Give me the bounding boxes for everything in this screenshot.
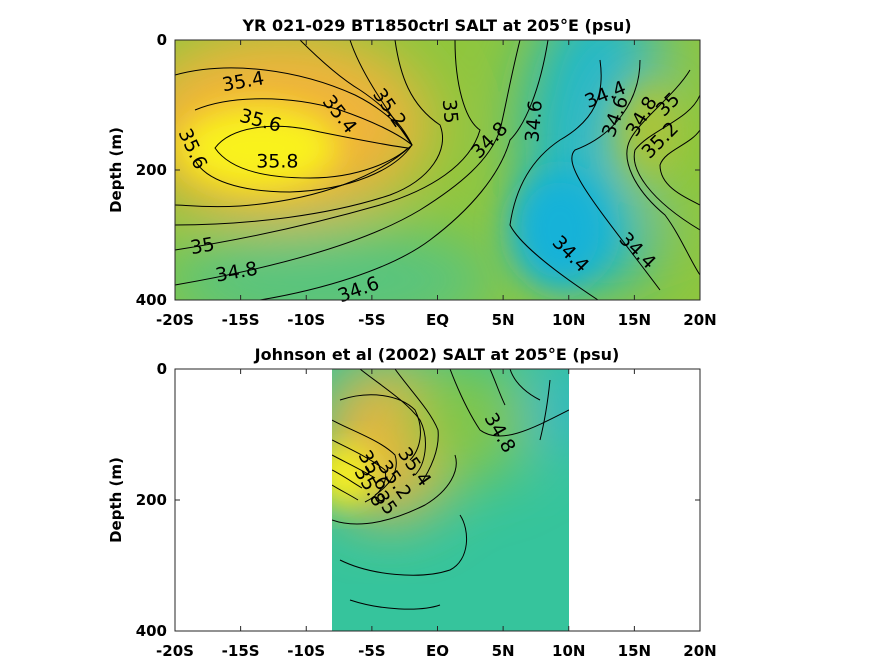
- top-y-tick-label: 200: [136, 161, 167, 179]
- bottom-panel: Johnson et al (2002) SALT at 205°E (psu): [107, 345, 717, 656]
- bottom-x-tick-label: 20N: [683, 642, 716, 656]
- bottom-x-axis: -20S -15S -10S -5S EQ 5N 10N 15N 20N: [156, 369, 717, 656]
- bottom-contour-lines: [332, 369, 569, 610]
- bottom-y-tick-label: 200: [136, 491, 167, 509]
- top-chart-title: YR 021-029 BT1850ctrl SALT at 205°E (psu…: [241, 16, 631, 35]
- top-heatmap: [175, 40, 700, 300]
- top-x-tick-label: -20S: [156, 311, 194, 329]
- top-x-tick-label: 5N: [492, 311, 515, 329]
- top-x-tick-label: 20N: [683, 311, 716, 329]
- top-y-axis: 0 200 400: [136, 31, 700, 309]
- top-x-axis: -20S -15S -10S -5S EQ 5N 10N 15N 20N: [156, 40, 717, 329]
- bottom-x-tick-label: EQ: [426, 642, 449, 656]
- bottom-y-tick-label: 0: [157, 360, 167, 378]
- top-x-tick-label: 15N: [618, 311, 651, 329]
- top-x-tick-label: -5S: [358, 311, 385, 329]
- bottom-x-tick-label: -20S: [156, 642, 194, 656]
- bottom-x-tick-label: 5N: [492, 642, 515, 656]
- bottom-chart-title: Johnson et al (2002) SALT at 205°E (psu): [254, 345, 620, 364]
- bottom-x-tick-label: -5S: [358, 642, 385, 656]
- top-y-tick-label: 400: [136, 291, 167, 309]
- bottom-x-tick-label: 10N: [552, 642, 585, 656]
- top-x-tick-label: EQ: [426, 311, 449, 329]
- top-x-tick-label: 10N: [552, 311, 585, 329]
- top-y-tick-label: 0: [157, 31, 167, 49]
- top-x-tick-label: -10S: [287, 311, 325, 329]
- bottom-y-axis: 0 200 400: [136, 360, 700, 640]
- bottom-y-axis-label: Depth (m): [107, 457, 125, 543]
- bottom-heatmap: [332, 369, 569, 631]
- top-contour-label: 35: [438, 98, 462, 124]
- bottom-x-tick-label: 15N: [618, 642, 651, 656]
- top-contour-label: 35.8: [256, 151, 298, 173]
- top-x-tick-label: -15S: [222, 311, 260, 329]
- top-contour-label: 34.6: [521, 99, 547, 143]
- top-y-axis-label: Depth (m): [107, 127, 125, 213]
- top-contour-label: 35: [189, 233, 217, 259]
- bottom-y-tick-label: 400: [136, 622, 167, 640]
- top-panel: YR 021-029 BT1850ctrl SALT at 205°E (psu…: [107, 16, 717, 329]
- top-contour-lines: [175, 40, 700, 300]
- bottom-x-tick-label: -10S: [287, 642, 325, 656]
- bottom-x-tick-label: -15S: [222, 642, 260, 656]
